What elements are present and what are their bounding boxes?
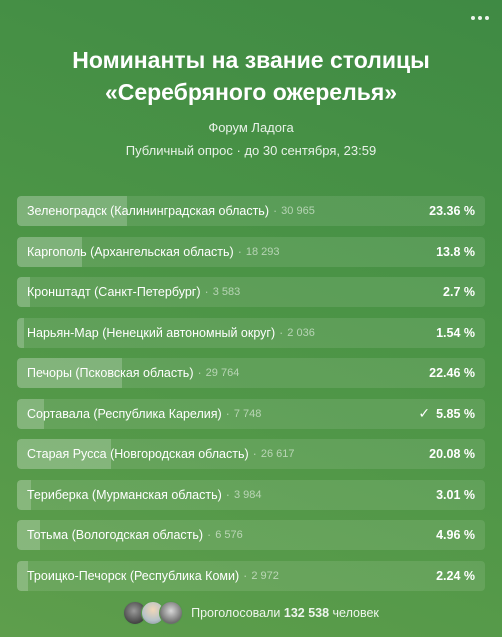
- separator-dot: ·: [243, 568, 248, 583]
- option-label: Териберка (Мурманская область): [27, 487, 222, 502]
- voters-total: 132 538: [283, 606, 330, 620]
- poll-options: Зеленоградск (Калининградская область) ·…: [17, 196, 485, 601]
- poll-footer: Проголосовали 132 538 человек: [0, 601, 502, 625]
- poll-meta: Публичный опрос · до 30 сентября, 23:59: [125, 143, 377, 158]
- avatar: [159, 601, 184, 625]
- option-vote-count: 7 748: [233, 407, 262, 420]
- option-result-bar: [17, 358, 123, 388]
- option-percent: 3.01 %: [436, 487, 475, 502]
- option-result-bar: [17, 236, 82, 267]
- option-label: Кронштадт (Санкт-Петербург): [27, 285, 201, 299]
- option-vote-count: 18 293: [245, 245, 280, 258]
- voters-summary[interactable]: Проголосовали 132 538 человек: [191, 606, 379, 620]
- option-label: Каргополь (Архангельская область): [27, 244, 234, 259]
- more-icon: [471, 16, 489, 20]
- poll-option-10[interactable]: Троицко-Печорск (Республика Коми) · 2 97…: [17, 560, 485, 591]
- option-result-bar: [17, 398, 45, 429]
- option-label: Печоры (Псковская область): [27, 366, 194, 380]
- separator-dot: ·: [204, 285, 209, 299]
- option-label: Троицко-Печорск (Республика Коми): [27, 568, 240, 583]
- separator-dot: ·: [273, 204, 278, 218]
- separator-dot: ·: [237, 244, 242, 259]
- option-label: Тотьма (Вологодская область): [27, 528, 204, 542]
- option-result-bar: [17, 520, 41, 550]
- option-vote-count: 2 972: [251, 569, 279, 582]
- poll-option-3[interactable]: Кронштадт (Санкт-Петербург) · 3 583 2.7 …: [17, 277, 485, 307]
- option-result-bar: [17, 317, 25, 348]
- voter-avatars[interactable]: [123, 601, 184, 625]
- poll-option-6[interactable]: Сортавала (Республика Карелия) · 7 748 ✓…: [17, 398, 485, 429]
- option-label: Сортавала (Республика Карелия): [27, 406, 222, 421]
- option-result-bar: [17, 277, 30, 307]
- separator-dot: ·: [252, 447, 257, 461]
- poll-option-7[interactable]: Старая Русса (Новгородская область) · 26…: [17, 439, 485, 469]
- option-percent: 23.36 %: [429, 204, 475, 218]
- poll-option-5[interactable]: Печоры (Псковская область) · 29 764 22.4…: [17, 358, 485, 388]
- separator-dot: ·: [197, 366, 202, 380]
- poll-title: Номинанты на звание столицы «Серебряного…: [72, 47, 430, 105]
- separator-dot: ·: [225, 406, 230, 421]
- poll-option-8[interactable]: Териберка (Мурманская область) · 3 984 3…: [17, 479, 485, 510]
- poll-option-1[interactable]: Зеленоградск (Калининградская область) ·…: [17, 196, 485, 226]
- more-menu-button[interactable]: [468, 8, 492, 28]
- option-percent: 4.96 %: [436, 528, 475, 542]
- option-label: Зеленоградск (Калининградская область): [27, 204, 269, 218]
- poll-option-4[interactable]: Нарьян-Мар (Ненецкий автономный округ) ·…: [17, 317, 485, 348]
- option-percent: 13.8 %: [436, 244, 475, 259]
- option-result-bar: [17, 439, 112, 469]
- option-percent: 2.7 %: [443, 285, 475, 299]
- option-vote-count: 3 583: [212, 286, 241, 298]
- option-vote-count: 6 576: [215, 529, 243, 541]
- poll-option-9[interactable]: Тотьма (Вологодская область) · 6 576 4.9…: [17, 520, 485, 550]
- option-percent: 20.08 %: [429, 447, 475, 461]
- separator-dot: ·: [279, 325, 284, 340]
- option-result-bar: [17, 196, 127, 226]
- option-result-bar: [17, 560, 28, 591]
- separator-dot: ·: [225, 487, 230, 502]
- check-icon: ✓: [418, 405, 431, 421]
- option-vote-count: 3 984: [233, 488, 262, 501]
- option-vote-count: 30 965: [281, 205, 315, 217]
- option-percent: 2.24 %: [436, 568, 475, 583]
- poll-source[interactable]: Форум Ладога: [208, 120, 294, 135]
- option-percent: 5.85 %: [436, 406, 475, 421]
- option-result-bar: [17, 479, 32, 510]
- option-label: Старая Русса (Новгородская область): [27, 447, 249, 461]
- option-percent: 1.54 %: [436, 325, 475, 340]
- voters-suffix: человек: [332, 606, 379, 620]
- option-label: Нарьян-Мар (Ненецкий автономный округ): [27, 325, 276, 340]
- option-vote-count: 29 764: [205, 367, 240, 379]
- voters-prefix: Проголосовали: [191, 606, 281, 620]
- option-percent: 22.46 %: [429, 366, 475, 380]
- option-vote-count: 26 617: [260, 448, 295, 460]
- separator-dot: ·: [207, 528, 212, 542]
- option-vote-count: 2 036: [287, 326, 315, 339]
- poll-option-2[interactable]: Каргополь (Архангельская область) · 18 2…: [17, 236, 485, 267]
